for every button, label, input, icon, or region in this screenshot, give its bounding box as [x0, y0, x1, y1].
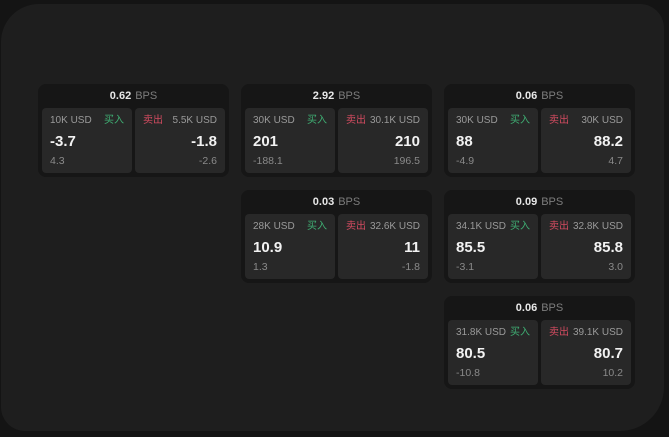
buy-price: 85.5	[456, 238, 486, 256]
buy-label: 买入	[104, 115, 124, 126]
sell-label: 卖出	[346, 115, 366, 126]
quote-tiles: 10K USD 买入 -3.7 4.3 卖出 5.5K USD -1.8 -2.…	[42, 108, 225, 173]
sell-label: 卖出	[346, 221, 366, 232]
sell-size: 32.6K USD	[369, 221, 420, 232]
sell-tile[interactable]: 卖出 5.5K USD -1.8 -2.6	[135, 108, 225, 173]
bps-value: 0.06	[515, 90, 538, 102]
quote-cards-grid: 0.62 BPS 10K USD 买入 -3.7 4.3 卖出 5.5K USD	[38, 84, 635, 389]
quote-card: 2.92 BPS 30K USD 买入 201 -188.1 卖出 30.1K …	[241, 84, 432, 177]
buy-price: 10.9	[253, 238, 283, 256]
bps-unit-label: BPS	[541, 196, 564, 208]
buy-price: -3.7	[50, 132, 76, 150]
buy-size: 30K USD	[253, 115, 295, 126]
bps-unit-label: BPS	[541, 90, 564, 102]
sell-tile[interactable]: 卖出 30K USD 88.2 4.7	[541, 108, 631, 173]
sell-size: 30K USD	[581, 115, 623, 126]
buy-sub-value: -10.8	[456, 367, 480, 379]
bps-header: 0.09 BPS	[448, 190, 631, 214]
buy-size: 30K USD	[456, 115, 498, 126]
buy-size: 10K USD	[50, 115, 92, 126]
buy-sub-value: -3.1	[456, 261, 475, 273]
sell-size: 5.5K USD	[172, 115, 217, 126]
buy-price: 80.5	[456, 344, 486, 362]
buy-label: 买入	[307, 115, 327, 126]
bps-unit-label: BPS	[338, 90, 361, 102]
sell-sub-value: 196.5	[393, 155, 420, 167]
sell-label: 卖出	[143, 115, 163, 126]
buy-tile[interactable]: 10K USD 买入 -3.7 4.3	[42, 108, 132, 173]
quote-tiles: 31.8K USD 买入 80.5 -10.8 卖出 39.1K USD 80.…	[448, 320, 631, 385]
bps-header: 0.06 BPS	[448, 296, 631, 320]
buy-label: 买入	[510, 115, 530, 126]
buy-label: 买入	[510, 221, 530, 232]
sell-size: 32.8K USD	[572, 221, 623, 232]
app-window: 0.62 BPS 10K USD 买入 -3.7 4.3 卖出 5.5K USD	[1, 4, 664, 431]
bps-value: 2.92	[312, 90, 335, 102]
bps-header: 0.06 BPS	[448, 84, 631, 108]
quote-card: 0.03 BPS 28K USD 买入 10.9 1.3 卖出 32.6K US…	[241, 190, 432, 283]
quote-card: 0.62 BPS 10K USD 买入 -3.7 4.3 卖出 5.5K USD	[38, 84, 229, 177]
bps-value: 0.06	[515, 302, 538, 314]
sell-size: 30.1K USD	[369, 115, 420, 126]
buy-size: 28K USD	[253, 221, 295, 232]
buy-tile[interactable]: 34.1K USD 买入 85.5 -3.1	[448, 214, 538, 279]
buy-sub-value: -188.1	[253, 155, 283, 167]
bps-header: 0.62 BPS	[42, 84, 225, 108]
bps-unit-label: BPS	[541, 302, 564, 314]
buy-tile[interactable]: 31.8K USD 买入 80.5 -10.8	[448, 320, 538, 385]
buy-tile[interactable]: 28K USD 买入 10.9 1.3	[245, 214, 335, 279]
sell-tile[interactable]: 卖出 32.8K USD 85.8 3.0	[541, 214, 631, 279]
buy-sub-value: 1.3	[253, 261, 268, 273]
buy-tile[interactable]: 30K USD 买入 201 -188.1	[245, 108, 335, 173]
buy-size: 31.8K USD	[456, 327, 507, 338]
sell-label: 卖出	[549, 221, 569, 232]
quote-tiles: 34.1K USD 买入 85.5 -3.1 卖出 32.8K USD 85.8…	[448, 214, 631, 279]
sell-size: 39.1K USD	[572, 327, 623, 338]
sell-price: 11	[404, 238, 420, 256]
sell-sub-value: -2.6	[198, 155, 217, 167]
bps-unit-label: BPS	[338, 196, 361, 208]
buy-label: 买入	[510, 327, 530, 338]
bps-value: 0.09	[515, 196, 538, 208]
quote-card: 0.09 BPS 34.1K USD 买入 85.5 -3.1 卖出 32.8K…	[444, 190, 635, 283]
bps-header: 2.92 BPS	[245, 84, 428, 108]
quote-card: 0.06 BPS 31.8K USD 买入 80.5 -10.8 卖出 39.1…	[444, 296, 635, 389]
bps-unit-label: BPS	[135, 90, 158, 102]
sell-label: 卖出	[549, 327, 569, 338]
buy-price: 201	[253, 132, 279, 150]
buy-size: 34.1K USD	[456, 221, 507, 232]
sell-label: 卖出	[549, 115, 569, 126]
bps-value: 0.03	[312, 196, 335, 208]
sell-sub-value: 10.2	[602, 367, 623, 379]
sell-price: -1.8	[191, 132, 217, 150]
quote-card: 0.06 BPS 30K USD 买入 88 -4.9 卖出 30K USD	[444, 84, 635, 177]
bps-value: 0.62	[109, 90, 132, 102]
sell-tile[interactable]: 卖出 39.1K USD 80.7 10.2	[541, 320, 631, 385]
sell-price: 210	[394, 132, 420, 150]
buy-sub-value: 4.3	[50, 155, 65, 167]
quote-tiles: 30K USD 买入 88 -4.9 卖出 30K USD 88.2 4.7	[448, 108, 631, 173]
buy-price: 88	[456, 132, 473, 150]
sell-tile[interactable]: 卖出 32.6K USD 11 -1.8	[338, 214, 428, 279]
sell-price: 88.2	[593, 132, 623, 150]
buy-sub-value: -4.9	[456, 155, 475, 167]
sell-sub-value: 3.0	[608, 261, 623, 273]
sell-price: 85.8	[593, 238, 623, 256]
buy-tile[interactable]: 30K USD 买入 88 -4.9	[448, 108, 538, 173]
sell-sub-value: 4.7	[608, 155, 623, 167]
bps-header: 0.03 BPS	[245, 190, 428, 214]
buy-label: 买入	[307, 221, 327, 232]
sell-tile[interactable]: 卖出 30.1K USD 210 196.5	[338, 108, 428, 173]
sell-sub-value: -1.8	[401, 261, 420, 273]
quote-tiles: 28K USD 买入 10.9 1.3 卖出 32.6K USD 11 -1.8	[245, 214, 428, 279]
sell-price: 80.7	[593, 344, 623, 362]
quote-tiles: 30K USD 买入 201 -188.1 卖出 30.1K USD 210 1…	[245, 108, 428, 173]
